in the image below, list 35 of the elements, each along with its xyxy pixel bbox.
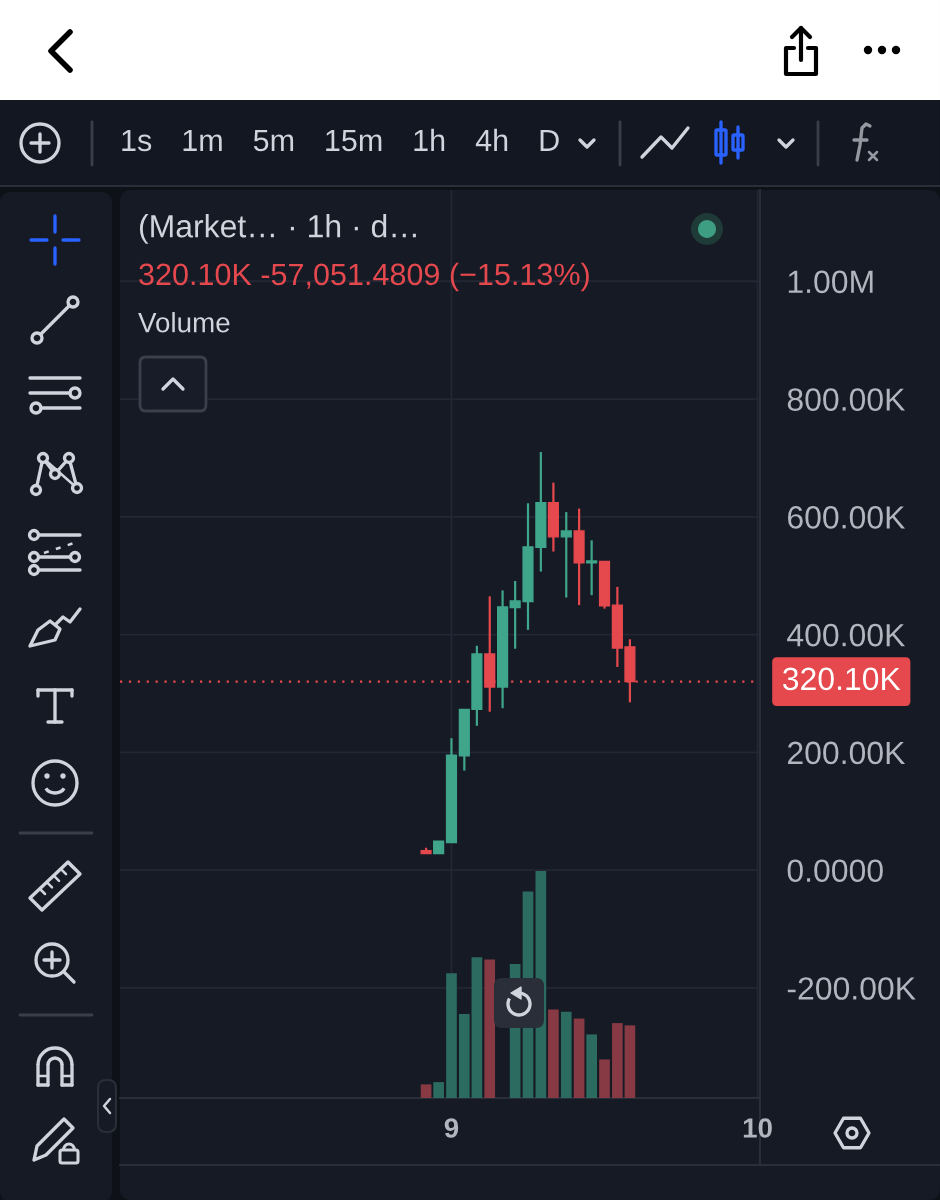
y-tick-label: 400.00K (787, 623, 906, 647)
y-tick-label: 0.0000 (787, 859, 883, 883)
y-tick-label: 200.00K (788, 741, 906, 765)
bar (612, 1023, 623, 1098)
chart-title: Volume (138, 312, 230, 333)
text: 1s (122, 129, 152, 152)
text: 1m (183, 129, 222, 151)
bar (573, 1018, 585, 1098)
bar (433, 1082, 444, 1098)
bar (599, 1059, 610, 1098)
x-tick-label: 9 (444, 1118, 459, 1138)
bar (560, 1011, 572, 1098)
text: 5m (253, 129, 294, 152)
bar (548, 1009, 559, 1098)
text: 4h (475, 128, 508, 151)
text: 15m (326, 129, 382, 152)
bar (459, 1014, 470, 1098)
ref-line-label: 320.10K (783, 667, 901, 691)
bar (471, 957, 483, 1098)
candlestick (560, 510, 572, 599)
y-tick-label: 1.00M (788, 270, 873, 294)
y-tick-label: 800.00K (787, 388, 906, 411)
bar (586, 1034, 597, 1098)
candlestick (586, 539, 598, 597)
bar (446, 973, 457, 1098)
text: (Market… · 1h · d… (139, 214, 416, 244)
bar (624, 1025, 636, 1098)
y-tick-label: 600.00K (788, 506, 906, 529)
bar (484, 959, 496, 1098)
x-tick-label: 10 (743, 1118, 772, 1138)
text: 1h (414, 128, 445, 151)
y-tick-label: -200.00K (787, 977, 916, 1000)
text: D (540, 129, 559, 151)
text: 320.10K -57,051.4809 (−15.13%) (139, 262, 589, 292)
bar (420, 1084, 432, 1098)
